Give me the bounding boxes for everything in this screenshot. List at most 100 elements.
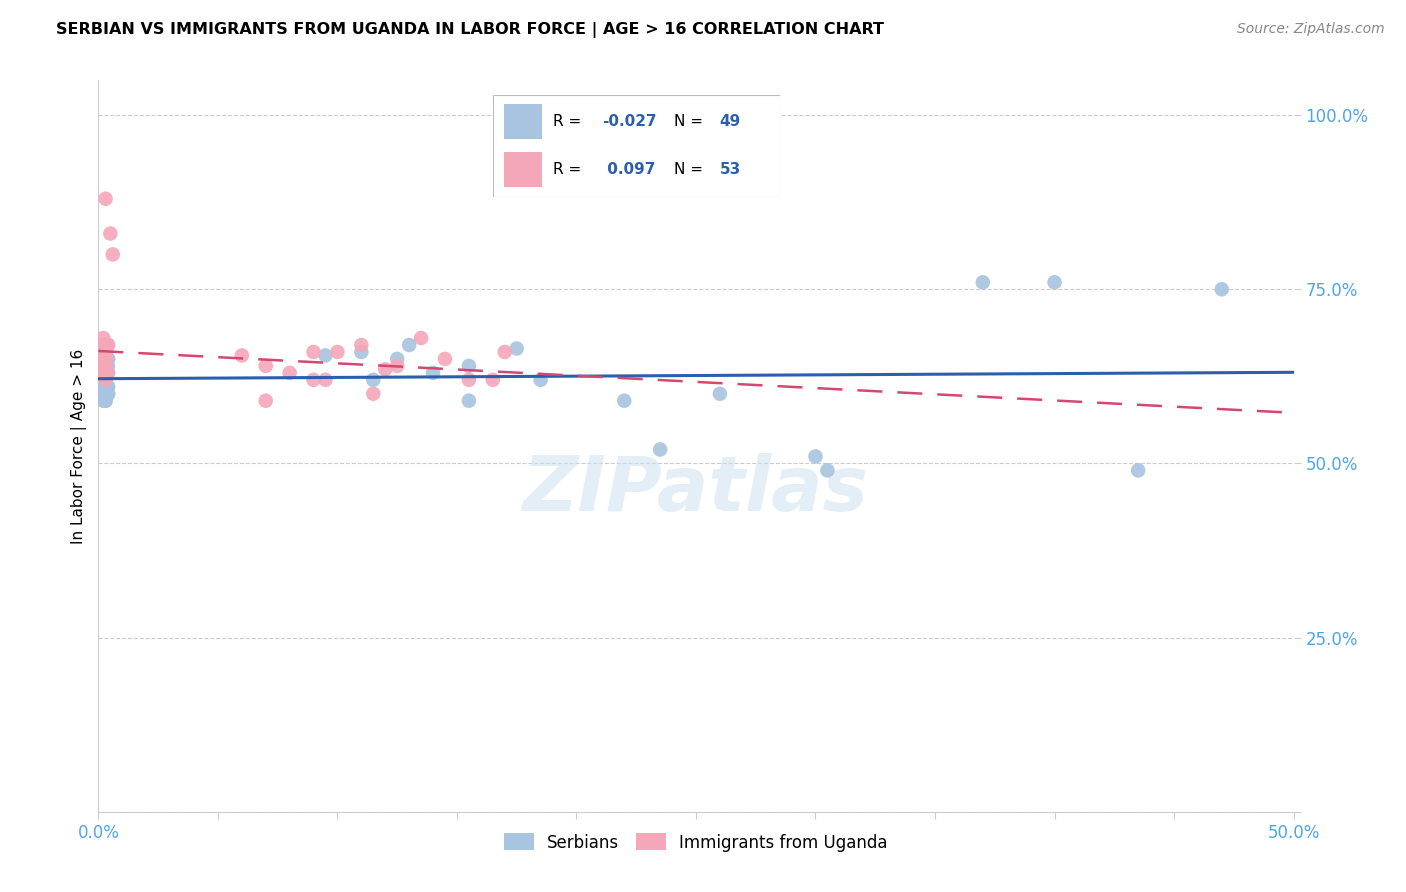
Point	[94, 351, 117, 366]
Point	[94, 351, 117, 366]
Point	[350, 338, 373, 352]
Point	[1128, 463, 1150, 477]
Point	[94, 380, 117, 394]
Point	[94, 359, 117, 373]
Point	[91, 351, 114, 366]
Point	[97, 386, 120, 401]
Point	[91, 380, 114, 394]
Point	[94, 366, 117, 380]
Point	[613, 393, 636, 408]
Point	[302, 345, 325, 359]
Point	[94, 359, 117, 373]
Point	[94, 386, 117, 401]
Point	[94, 351, 117, 366]
Point	[97, 338, 120, 352]
Point	[97, 351, 120, 366]
Point	[97, 338, 120, 352]
Point	[1043, 275, 1066, 289]
Point	[254, 393, 277, 408]
Point	[94, 373, 117, 387]
Point	[97, 380, 120, 394]
Point	[315, 373, 337, 387]
Point	[94, 351, 117, 366]
Text: ZIPatlas: ZIPatlas	[523, 453, 869, 527]
Point	[481, 373, 505, 387]
Point	[804, 450, 827, 464]
Point	[91, 366, 114, 380]
Point	[91, 373, 114, 387]
Point	[91, 393, 114, 408]
Point	[98, 227, 122, 241]
Point	[91, 359, 114, 373]
Point	[91, 366, 114, 380]
Point	[97, 386, 120, 401]
Point	[94, 351, 117, 366]
Point	[374, 362, 396, 376]
Y-axis label: In Labor Force | Age > 16: In Labor Force | Age > 16	[72, 349, 87, 543]
Point	[458, 393, 481, 408]
Point	[458, 373, 481, 387]
Point	[350, 345, 373, 359]
Point	[94, 373, 117, 387]
Point	[385, 351, 409, 366]
Point	[1211, 282, 1233, 296]
Point	[91, 366, 114, 380]
Point	[97, 380, 120, 394]
Point	[494, 345, 516, 359]
Point	[709, 386, 731, 401]
Text: Source: ZipAtlas.com: Source: ZipAtlas.com	[1237, 22, 1385, 37]
Point	[94, 345, 117, 359]
Point	[97, 366, 120, 380]
Point	[91, 366, 114, 380]
Point	[91, 359, 114, 373]
Point	[94, 351, 117, 366]
Point	[94, 338, 117, 352]
Point	[254, 359, 277, 373]
Point	[94, 373, 117, 387]
Point	[94, 386, 117, 401]
Point	[91, 366, 114, 380]
Point	[91, 351, 114, 366]
Point	[91, 359, 114, 373]
Point	[94, 192, 117, 206]
Point	[94, 338, 117, 352]
Point	[363, 386, 385, 401]
Point	[422, 366, 444, 380]
Point	[398, 338, 420, 352]
Point	[94, 366, 117, 380]
Point	[97, 366, 120, 380]
Point	[91, 351, 114, 366]
Point	[278, 366, 301, 380]
Point	[94, 380, 117, 394]
Point	[530, 373, 553, 387]
Point	[302, 373, 325, 387]
Point	[94, 359, 117, 373]
Point	[385, 359, 409, 373]
Point	[231, 348, 253, 362]
Point	[97, 386, 120, 401]
Point	[815, 463, 838, 477]
Point	[94, 366, 117, 380]
Point	[411, 331, 433, 345]
Point	[91, 338, 114, 352]
Point	[91, 366, 114, 380]
Point	[91, 331, 114, 345]
Point	[91, 345, 114, 359]
Legend: Serbians, Immigrants from Uganda: Serbians, Immigrants from Uganda	[498, 827, 894, 858]
Point	[972, 275, 994, 289]
Point	[94, 373, 117, 387]
Point	[94, 351, 117, 366]
Point	[506, 342, 529, 356]
Point	[101, 247, 124, 261]
Point	[94, 359, 117, 373]
Point	[434, 351, 457, 366]
Point	[94, 345, 117, 359]
Point	[94, 393, 117, 408]
Point	[363, 373, 385, 387]
Point	[91, 359, 114, 373]
Point	[94, 393, 117, 408]
Point	[315, 348, 337, 362]
Point	[94, 345, 117, 359]
Point	[326, 345, 349, 359]
Point	[97, 351, 120, 366]
